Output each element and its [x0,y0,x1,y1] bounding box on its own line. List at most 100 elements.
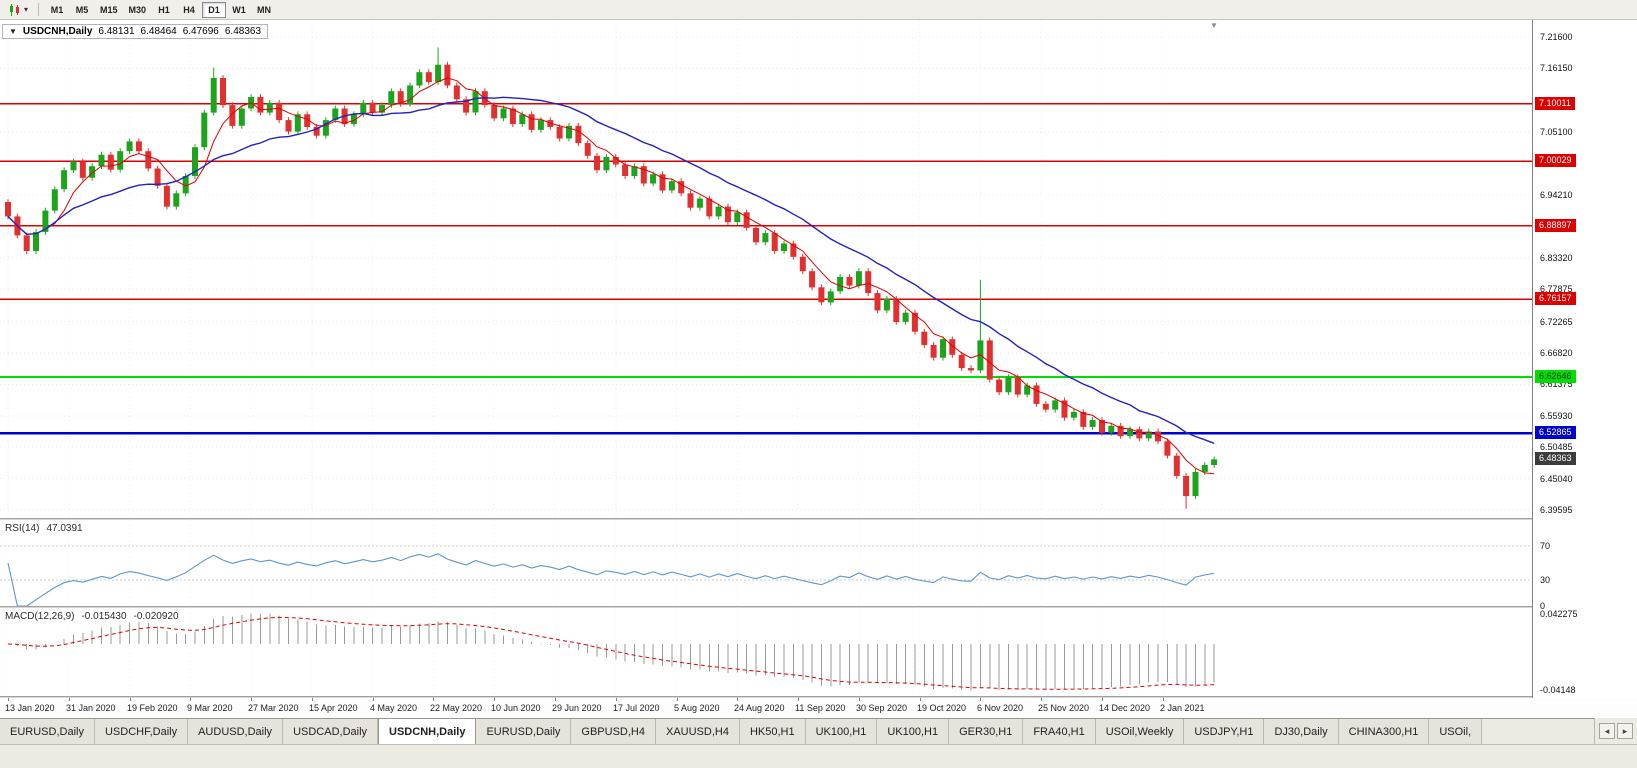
macd-value-main: -0.015430 [81,611,127,622]
price-tick-label: 6.45040 [1540,474,1573,484]
chart-tab-usdcad-daily[interactable]: USDCAD,Daily [283,719,379,744]
date-tick [1041,698,1042,701]
timeframe-button-h1[interactable]: H1 [152,2,176,18]
date-tick [555,698,556,701]
chart-tab-usdchf-daily[interactable]: USDCHF,Daily [94,719,189,744]
date-label: 4 May 2020 [370,703,418,713]
date-tick [616,698,617,701]
date-tick [1163,698,1164,701]
chart-tab-xauusd-h4[interactable]: XAUUSD,H4 [655,719,740,744]
macd-signal-line [7,616,1215,690]
tab-scroll-right-icon[interactable]: ▸ [1617,723,1633,739]
chart-tab-ger30-h1[interactable]: GER30,H1 [949,719,1024,744]
date-label: 29 Jun 2020 [552,703,602,713]
timeframe-button-d1[interactable]: D1 [202,1,227,18]
chart-collapse-icon[interactable]: ▼ [9,27,17,36]
chart-tab-china300-h1[interactable]: CHINA300,H1 [1338,719,1430,744]
ohlc-low: 6.47696 [182,26,219,37]
chart-type-button[interactable]: ▾ [4,2,32,18]
chart-tab-eurusd-daily[interactable]: EURUSD,Daily [0,719,95,744]
chart-tab-usdcnh-daily[interactable]: USDCNH,Daily [378,719,477,744]
ohlc-close: 6.48363 [224,26,262,37]
timeframe-button-mn[interactable]: MN [252,2,276,18]
date-label: 25 Nov 2020 [1038,703,1090,713]
price-axis: 7.21600 7.16150 7.05100 6.94210 6.83320 6.778… [1532,20,1637,698]
date-tick [737,698,738,701]
macd-axis-bottom-label: -0.04148 [1540,685,1576,695]
timeframe-button-m15[interactable]: M15 [95,2,123,18]
chart-tab-fra40-h1[interactable]: FRA40,H1 [1023,719,1096,744]
date-label: 2 Jan 2021 [1160,703,1205,713]
date-tick [373,698,374,701]
timeframe-button-m5[interactable]: M5 [70,2,94,18]
timeframe-button-w1[interactable]: W1 [227,2,251,18]
rsi-value: 47.0391 [46,523,83,534]
chart-tab-eurusd-daily[interactable]: EURUSD,Daily [476,719,572,744]
price-tick-label: 6.55930 [1540,411,1573,421]
level-price-label: 7.10011 [1535,97,1575,110]
time-axis[interactable]: 13 Jan 2020 31 Jan 2020 19 Feb 2020 9 Mar 2… [0,698,1637,718]
macd-name: MACD(12,26,9) [5,611,75,622]
pane-separator[interactable] [0,606,1637,608]
chart-shift-marker-icon[interactable]: ▼ [1210,21,1218,30]
candlestick-chart-icon [10,3,19,16]
tab-scroll-left-icon[interactable]: ◂ [1599,723,1615,739]
chart-tab-uk100-h1[interactable]: UK100,H1 [805,719,878,744]
price-tick-label: 6.61375 [1540,379,1573,389]
chart-symbol-period: USDCNH,Daily [22,26,93,37]
date-label: 17 Jul 2020 [613,703,660,713]
chart-tab-usoil-[interactable]: USOil, [1429,719,1483,744]
date-label: 5 Aug 2020 [674,703,720,713]
date-tick [130,698,131,701]
rsi-line [7,553,1215,606]
macd-value-signal: -0.020920 [133,611,179,622]
macd-indicator-canvas[interactable] [0,608,1532,696]
date-label: 15 Apr 2020 [309,703,358,713]
date-label: 14 Dec 2020 [1099,703,1151,713]
price-tick-label: 7.21600 [1540,32,1573,42]
date-label: 6 Nov 2020 [977,703,1024,713]
chart-tab-usoil-weekly[interactable]: USOil,Weekly [1095,719,1185,744]
pane-separator[interactable] [0,518,1637,520]
date-label: 13 Jan 2020 [5,703,55,713]
chart-tab-dj30-daily[interactable]: DJ30,Daily [1264,719,1339,744]
chart-tabs-bar: EURUSD,Daily USDCHF,Daily AUDUSD,Daily USDC… [0,718,1637,744]
timeframe-button-m30[interactable]: M30 [124,2,152,18]
price-chart-canvas[interactable] [0,20,1532,518]
rsi-indicator-canvas[interactable] [0,520,1532,606]
date-tick [8,698,9,701]
rsi-name: RSI(14) [5,523,40,534]
date-tick [859,698,860,701]
date-label: 9 Mar 2020 [187,703,233,713]
price-gridlines [0,20,1532,518]
chart-tab-audusd-daily[interactable]: AUDUSD,Daily [188,719,284,744]
price-tick-label: 7.05100 [1540,127,1573,137]
ma-fast-line [7,77,1215,475]
ma-slow-line [7,96,1215,444]
toolbar-separator [38,3,40,16]
timeframe-button-m1[interactable]: M1 [45,2,69,18]
level-price-label: 7.00029 [1535,154,1576,167]
timeframe-button-h4[interactable]: H4 [177,2,201,18]
price-tick-label: 6.94210 [1540,190,1573,200]
date-tick [980,698,981,701]
candles-layer [5,47,1218,509]
chart-tab-usdjpy-h1[interactable]: USDJPY,H1 [1184,719,1265,744]
date-label: 19 Oct 2020 [917,703,967,713]
chevron-down-icon: ▾ [24,5,29,14]
pane-separator [0,696,1637,698]
chart-tab-hk50-h1[interactable]: HK50,H1 [739,719,806,744]
chart-tab-uk100-h1[interactable]: UK100,H1 [877,719,950,744]
tab-scroll-controls: ◂ ▸ [1594,718,1637,744]
price-tick-label: 6.50485 [1540,442,1573,452]
current-price-label: 6.48363 [1535,452,1576,465]
date-label: 22 May 2020 [430,703,483,713]
date-label: 30 Sep 2020 [856,703,908,713]
date-tick [69,698,70,701]
date-tick [433,698,434,701]
macd-axis-top-label: 0.042275 [1540,609,1578,619]
date-tick [798,698,799,701]
price-tick-label: 6.66820 [1540,348,1573,358]
chart-tab-gbpusd-h4[interactable]: GBPUSD,H4 [571,719,656,744]
ohlc-open: 6.48131 [98,26,135,37]
